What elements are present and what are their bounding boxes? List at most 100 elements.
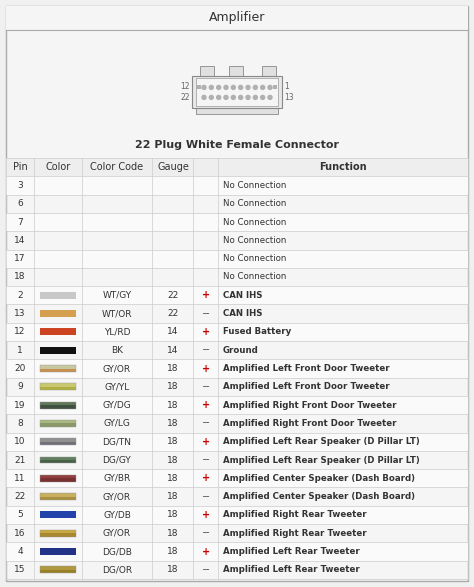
Text: 14: 14: [167, 346, 179, 355]
Text: GY/OR: GY/OR: [103, 492, 131, 501]
Bar: [40, 548, 76, 555]
Circle shape: [261, 85, 264, 89]
Text: DG/DB: DG/DB: [102, 547, 132, 556]
Text: 18: 18: [167, 400, 179, 410]
Text: −: −: [202, 565, 210, 575]
Text: CAN IHS: CAN IHS: [223, 309, 263, 318]
Bar: [40, 387, 76, 390]
Text: DG/GY: DG/GY: [103, 456, 131, 464]
Text: Gauge: Gauge: [157, 162, 189, 172]
Bar: [6, 158, 468, 176]
Circle shape: [246, 85, 250, 89]
Text: Amplified Left Rear Tweeter: Amplified Left Rear Tweeter: [223, 565, 360, 574]
Bar: [40, 493, 76, 497]
Text: Pin: Pin: [13, 162, 27, 172]
Text: Amplified Center Speaker (Dash Board): Amplified Center Speaker (Dash Board): [223, 492, 415, 501]
Text: Fused Battery: Fused Battery: [223, 328, 291, 336]
Bar: [40, 566, 76, 570]
Text: 20: 20: [14, 364, 26, 373]
Text: GY/BR: GY/BR: [103, 474, 131, 483]
Bar: [6, 176, 468, 195]
Text: 18: 18: [167, 511, 179, 519]
Bar: [40, 347, 76, 354]
Bar: [40, 402, 76, 409]
Text: +: +: [202, 546, 210, 556]
Text: 7: 7: [17, 218, 23, 227]
Bar: [196, 79, 278, 106]
Text: No Connection: No Connection: [223, 181, 286, 190]
Bar: [40, 493, 76, 500]
Text: Color: Color: [46, 162, 71, 172]
Text: GY/OR: GY/OR: [103, 364, 131, 373]
Circle shape: [224, 96, 228, 99]
Text: Amplified Center Speaker (Dash Board): Amplified Center Speaker (Dash Board): [223, 474, 415, 483]
Text: GY/OR: GY/OR: [103, 529, 131, 538]
Bar: [40, 478, 76, 482]
Circle shape: [253, 85, 257, 89]
Bar: [6, 506, 468, 524]
Circle shape: [202, 85, 206, 89]
Text: 10: 10: [14, 437, 26, 446]
Circle shape: [231, 96, 235, 99]
Text: 18: 18: [167, 547, 179, 556]
Bar: [40, 383, 76, 390]
Bar: [6, 286, 468, 305]
Text: 18: 18: [167, 474, 179, 483]
Circle shape: [217, 85, 221, 89]
Text: Function: Function: [319, 162, 367, 172]
Text: +: +: [202, 291, 210, 301]
Text: BK: BK: [111, 346, 123, 355]
Text: 18: 18: [167, 529, 179, 538]
Text: Amplified Right Rear Tweeter: Amplified Right Rear Tweeter: [223, 511, 366, 519]
Text: GY/DG: GY/DG: [103, 400, 131, 410]
Text: 6: 6: [17, 199, 23, 208]
Bar: [6, 6, 468, 30]
Bar: [6, 323, 468, 341]
Text: 16: 16: [14, 529, 26, 538]
Text: +: +: [202, 437, 210, 447]
Bar: [40, 570, 76, 573]
Bar: [40, 533, 76, 537]
Bar: [40, 402, 76, 405]
Circle shape: [261, 96, 264, 99]
Circle shape: [231, 85, 235, 89]
Text: −: −: [202, 309, 210, 319]
Bar: [40, 420, 76, 423]
Text: CAN IHS: CAN IHS: [223, 291, 263, 300]
Text: 9: 9: [17, 382, 23, 392]
Bar: [40, 457, 76, 460]
Circle shape: [210, 96, 213, 99]
Circle shape: [224, 85, 228, 89]
Bar: [6, 249, 468, 268]
Circle shape: [217, 96, 221, 99]
Text: 14: 14: [167, 328, 179, 336]
Bar: [6, 433, 468, 451]
Bar: [40, 292, 76, 299]
Circle shape: [268, 96, 272, 99]
Bar: [40, 420, 76, 427]
Bar: [40, 383, 76, 387]
Bar: [192, 76, 282, 109]
Text: −: −: [202, 419, 210, 429]
Bar: [200, 66, 214, 76]
Text: 14: 14: [14, 236, 26, 245]
Bar: [6, 542, 468, 561]
Bar: [40, 438, 76, 445]
Circle shape: [239, 96, 243, 99]
Text: 13: 13: [284, 93, 293, 102]
Circle shape: [239, 85, 243, 89]
Bar: [40, 475, 76, 478]
Text: Amplifier: Amplifier: [209, 12, 265, 25]
Text: Amplified Left Rear Speaker (D Pillar LT): Amplified Left Rear Speaker (D Pillar LT…: [223, 456, 420, 464]
Text: +: +: [202, 510, 210, 520]
Bar: [6, 213, 468, 231]
Text: Amplified Right Front Door Tweeter: Amplified Right Front Door Tweeter: [223, 419, 396, 428]
Bar: [40, 423, 76, 427]
Bar: [262, 66, 276, 76]
Text: −: −: [202, 345, 210, 355]
Text: Amplified Left Rear Speaker (D Pillar LT): Amplified Left Rear Speaker (D Pillar LT…: [223, 437, 420, 446]
Text: 11: 11: [14, 474, 26, 483]
Text: 5: 5: [17, 511, 23, 519]
Text: YL/RD: YL/RD: [104, 328, 130, 336]
Text: No Connection: No Connection: [223, 236, 286, 245]
